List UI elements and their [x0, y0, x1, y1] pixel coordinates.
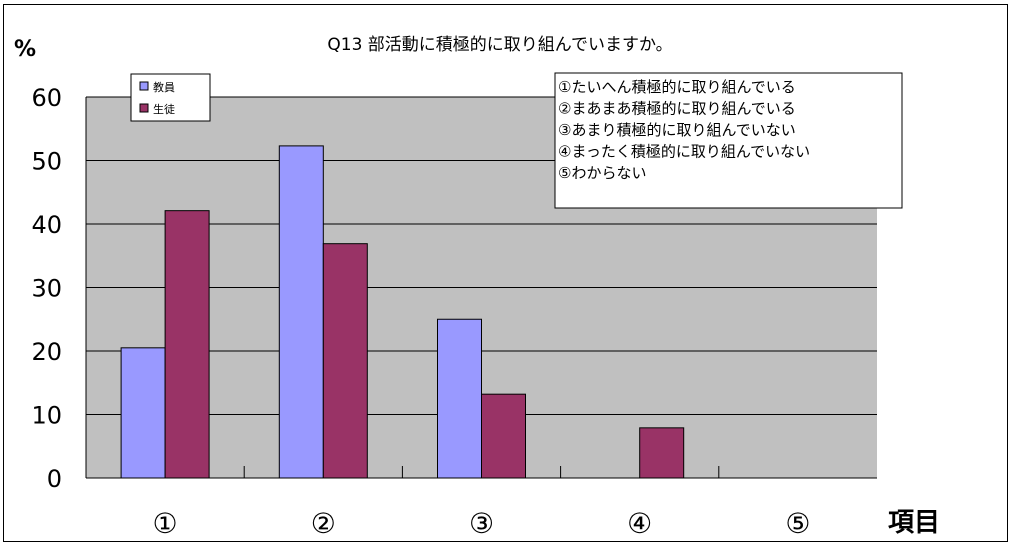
chart-title: Q13 部活動に積極的に取り組んでいますか。: [327, 35, 672, 55]
y-tick-label: 20: [31, 338, 62, 366]
y-tick-label: 10: [31, 402, 62, 430]
y-tick-label: 60: [31, 84, 62, 112]
category-notes: ①たいへん積極的に取り組んでいる ②まあまあ積極的に取り組んでいる ③あまり積極的に…: [554, 72, 903, 209]
y-tick-labels: 0 10 20 30 40 50 60: [31, 84, 62, 493]
bar-生徒-2: [322, 243, 368, 479]
y-tick-label: 30: [31, 275, 62, 303]
bar-教員-2: [278, 145, 324, 479]
y-axis-label: %: [14, 37, 36, 62]
x-tick-labels: ① ② ③ ④ ⑤: [153, 507, 811, 540]
legend-label: 生徒: [153, 102, 175, 116]
x-tick-label: ⑤: [785, 507, 810, 540]
y-tick-label: 0: [47, 465, 62, 493]
x-tick-label: ④: [627, 507, 652, 540]
x-tick-label: ①: [153, 507, 178, 540]
legend-label: 教員: [153, 81, 175, 94]
note-line: ②まあまあ積極的に取り組んでいる: [558, 100, 796, 118]
y-tick-label: 40: [31, 211, 62, 239]
legend-swatch: [139, 81, 149, 91]
note-line: ⑤わからない: [558, 164, 646, 182]
note-line: ①たいへん積極的に取り組んでいる: [558, 78, 796, 96]
notes-box: [554, 72, 903, 209]
x-axis-label: 項目: [888, 508, 940, 538]
bar-教員-3: [437, 318, 482, 479]
axes: [85, 97, 877, 479]
legend-swatch: [139, 103, 149, 113]
bar-生徒-4: [639, 427, 685, 479]
chart-frame: [3, 4, 1008, 542]
bar-生徒-3: [481, 393, 526, 479]
x-tick-label: ③: [469, 507, 494, 540]
bar-教員-1: [120, 347, 166, 479]
x-tick-label: ②: [311, 507, 336, 540]
bar-生徒-1: [164, 210, 210, 479]
note-line: ④まったく積極的に取り組んでいない: [558, 143, 810, 161]
bars: [120, 145, 685, 479]
note-line: ③あまり積極的に取り組んでいない: [558, 121, 796, 139]
y-tick-label: 50: [31, 148, 62, 176]
